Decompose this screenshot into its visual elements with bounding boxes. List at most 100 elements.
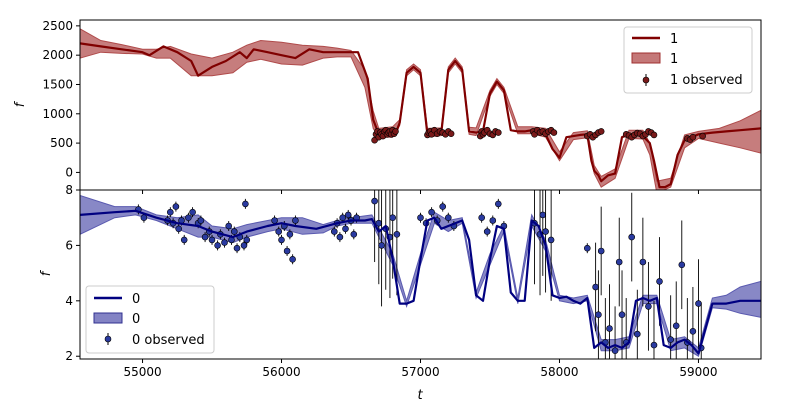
top-ytick-label: 0 — [65, 165, 73, 179]
top-ylabel: f — [13, 100, 28, 107]
bottom-obs-point — [650, 341, 658, 349]
bottom-obs-point — [201, 233, 209, 241]
bottom-obs-point — [606, 325, 613, 332]
bottom-obs-point — [639, 258, 647, 266]
bottom-obs-point — [672, 322, 680, 330]
bottom-obs-point — [231, 228, 238, 235]
bottom-obs-point — [489, 217, 497, 224]
bottom-legend-frame — [85, 285, 215, 354]
bottom-obs-point — [167, 208, 174, 216]
bottom-obs-point — [695, 300, 702, 307]
bottom-legend-label-band: 0 — [132, 312, 140, 327]
top-obs-point — [689, 133, 697, 141]
bottom-obs-point — [233, 244, 241, 252]
top-obs-point — [550, 129, 558, 136]
bottom-obs-point — [439, 203, 447, 210]
top-legend-label-line: 1 — [670, 32, 678, 47]
top-obs-point — [447, 130, 455, 137]
top-legend-frame — [623, 26, 753, 94]
bottom-obs-point — [283, 247, 291, 255]
bottom-obs-point — [628, 233, 636, 241]
top-ytick-label: 500 — [50, 136, 73, 150]
top-legend: 1 1 1 observed — [623, 26, 753, 94]
bottom-obs-point — [175, 225, 182, 233]
bottom-ytick-label: 4 — [65, 294, 73, 308]
bottom-obs-point — [645, 303, 652, 310]
bottom-axes: 2 4 6 8 55000 56000 57000 58000 59000 — [65, 183, 762, 379]
top-ytick-label: 1000 — [42, 107, 73, 121]
bottom-ytick-label: 8 — [65, 183, 73, 197]
bottom-obs-point — [597, 247, 605, 255]
bottom-obs-point — [595, 311, 602, 319]
bottom-obs-point — [618, 311, 626, 319]
bottom-obs-point — [185, 214, 192, 221]
bottom-obs-point — [371, 197, 378, 205]
bottom-obs-point — [633, 330, 641, 338]
bottom-obs-point — [389, 214, 397, 221]
bottom-legend-point-swatch — [104, 335, 112, 343]
bottom-obs-point — [656, 278, 663, 285]
top-observations — [371, 126, 706, 144]
bottom-obs-point — [375, 219, 383, 227]
bottom-obs-point — [221, 239, 228, 246]
bottom-obs-point — [342, 225, 349, 233]
bottom-obs-point — [539, 211, 547, 219]
top-obs-point — [494, 129, 502, 136]
bottom-obs-point — [393, 231, 401, 238]
bottom-obs-point — [483, 228, 491, 235]
bottom-obs-point — [542, 228, 549, 235]
bottom-obs-point — [378, 242, 385, 249]
bottom-ytick-label: 2 — [65, 349, 73, 363]
top-ytick-label: 2000 — [42, 48, 73, 62]
bottom-obs-point — [225, 222, 232, 230]
bottom-obs-point — [278, 236, 285, 244]
top-legend-label-observed: 1 observed — [670, 73, 743, 88]
bottom-legend: 0 0 0 observed — [85, 285, 215, 354]
bottom-obs-point — [339, 214, 347, 221]
bottom-obs-point — [428, 208, 435, 216]
bottom-obs-point — [289, 255, 296, 263]
bottom-obs-point — [547, 236, 555, 244]
bottom-obs-point — [189, 208, 196, 216]
bottom-plot-content — [80, 190, 761, 359]
bottom-obs-point — [286, 231, 294, 238]
bottom-obs-point — [271, 217, 278, 224]
bottom-xtick-label: 58000 — [540, 365, 578, 379]
bottom-obs-point — [478, 214, 486, 221]
top-obs-point — [650, 131, 658, 139]
bottom-obs-point — [208, 236, 216, 244]
bottom-obs-point — [292, 217, 299, 224]
bottom-obs-point — [172, 203, 180, 210]
bottom-obs-point — [592, 283, 599, 291]
bottom-obs-point — [197, 217, 205, 224]
bottom-xtick-label: 57000 — [401, 365, 439, 379]
bottom-obs-point — [444, 214, 452, 221]
bottom-obs-point — [214, 242, 221, 249]
bottom-ytick-label: 6 — [65, 238, 73, 252]
bottom-xlabel: t — [417, 388, 423, 400]
top-obs-point — [699, 132, 706, 140]
top-ytick-label: 2500 — [42, 19, 73, 33]
bottom-obs-point — [243, 236, 251, 244]
bottom-xtick-label: 56000 — [262, 365, 300, 379]
bottom-obs-point — [336, 233, 344, 241]
top-plot-content — [80, 28, 761, 190]
bottom-obs-point — [242, 200, 249, 208]
bottom-ylabel: f — [39, 269, 54, 276]
bottom-obs-point — [344, 211, 352, 219]
bottom-xtick-label: 55000 — [123, 365, 161, 379]
bottom-obs-point — [615, 258, 623, 266]
top-legend-point-swatch — [642, 76, 650, 84]
top-obs-point — [392, 128, 399, 135]
bottom-legend-label-observed: 0 observed — [132, 333, 205, 348]
bottom-model-line — [80, 209, 761, 355]
top-panel: 0 500 1000 1500 2000 2500 f — [13, 19, 762, 194]
bottom-xtick-label: 59000 — [679, 365, 717, 379]
bottom-obs-point — [689, 327, 697, 335]
bottom-obs-point — [611, 347, 619, 355]
bottom-panel: 2 4 6 8 55000 56000 57000 58000 59000 f t — [39, 183, 762, 400]
bottom-plot-area — [80, 190, 761, 359]
bottom-obs-point — [240, 242, 248, 249]
top-obs-point — [597, 128, 605, 135]
